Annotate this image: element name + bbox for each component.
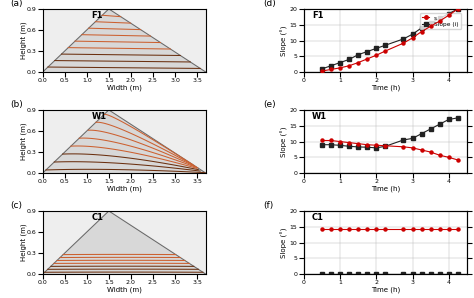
Text: C1: C1 (312, 213, 324, 222)
X-axis label: Width (m): Width (m) (107, 85, 142, 91)
Text: F1: F1 (312, 11, 323, 20)
Y-axis label: Slope (°): Slope (°) (281, 25, 288, 56)
Text: F1: F1 (91, 11, 103, 20)
X-axis label: Time (h): Time (h) (371, 85, 400, 91)
Polygon shape (43, 211, 206, 274)
Y-axis label: Slope (°): Slope (°) (281, 227, 288, 258)
Text: (b): (b) (10, 100, 23, 109)
Text: W1: W1 (312, 112, 327, 121)
Text: (d): (d) (263, 0, 276, 8)
Y-axis label: Slope (°): Slope (°) (281, 126, 288, 157)
X-axis label: Time (h): Time (h) (371, 186, 400, 192)
Text: (c): (c) (10, 201, 22, 210)
X-axis label: Time (h): Time (h) (371, 287, 400, 293)
X-axis label: Width (m): Width (m) (107, 186, 142, 192)
Y-axis label: Height (m): Height (m) (20, 123, 27, 160)
Text: (f): (f) (263, 201, 273, 210)
Y-axis label: Height (m): Height (m) (20, 224, 27, 261)
Text: (e): (e) (263, 100, 275, 109)
Polygon shape (43, 9, 206, 72)
Text: (a): (a) (10, 0, 23, 8)
X-axis label: Width (m): Width (m) (107, 287, 142, 293)
Legend: s, Slope (i): s, Slope (i) (420, 13, 461, 29)
Polygon shape (43, 110, 206, 173)
Y-axis label: Height (m): Height (m) (20, 22, 27, 59)
Text: W1: W1 (91, 112, 107, 121)
Text: C1: C1 (91, 213, 104, 222)
